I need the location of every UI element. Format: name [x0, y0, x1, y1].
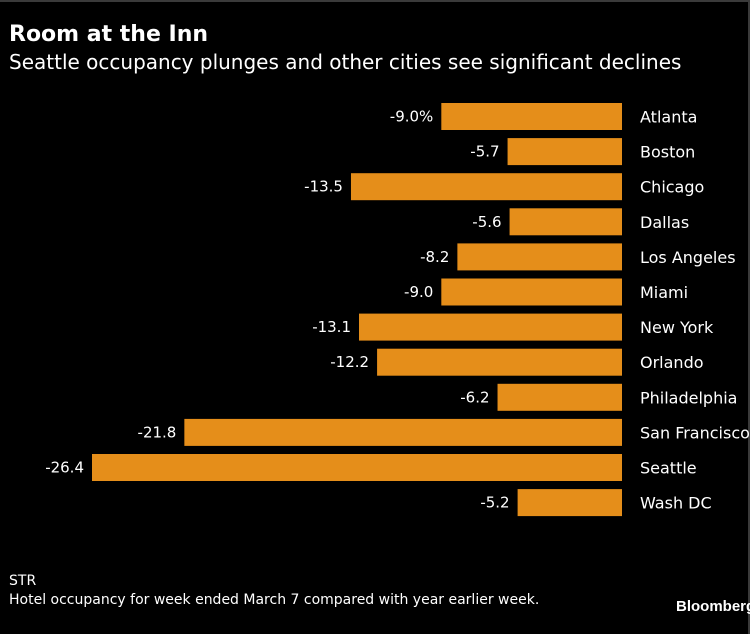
- bar-philadelphia: [497, 383, 622, 411]
- category-label: Wash DC: [640, 494, 712, 513]
- value-label: -9.0%: [390, 108, 434, 126]
- bar-san-francisco: [184, 418, 622, 446]
- category-label: Chicago: [640, 178, 704, 197]
- right-border: [748, 0, 750, 634]
- category-label: Atlanta: [640, 108, 697, 127]
- bar-los-angeles: [457, 243, 622, 271]
- bar-miami: [441, 278, 622, 306]
- bar-atlanta: [441, 103, 622, 130]
- category-label: Orlando: [640, 353, 704, 372]
- value-label: -13.5: [304, 178, 343, 196]
- bar-new-york: [359, 313, 622, 341]
- value-label: -26.4: [45, 459, 84, 477]
- value-label: -21.8: [138, 423, 177, 441]
- footnote: Hotel occupancy for week ended March 7 c…: [9, 592, 540, 608]
- bar-chicago: [350, 173, 622, 201]
- category-label: New York: [640, 318, 714, 337]
- chart-subtitle: Seattle occupancy plunges and other citi…: [9, 50, 682, 74]
- top-border: [0, 0, 750, 2]
- bar-orlando: [377, 348, 622, 376]
- bar-boston: [507, 138, 622, 166]
- category-label: Dallas: [640, 213, 689, 232]
- source-label: STR: [9, 573, 37, 589]
- value-label: -9.0: [404, 283, 433, 301]
- value-label: -12.2: [330, 353, 369, 371]
- bar-seattle: [92, 454, 622, 481]
- bar-wash-dc: [517, 489, 622, 517]
- chart-title: Room at the Inn: [9, 22, 209, 47]
- category-label: Seattle: [640, 459, 697, 478]
- value-label: -5.2: [480, 494, 509, 512]
- bloomberg-logo: Bloomberg: [676, 598, 750, 615]
- category-label: San Francisco: [640, 423, 750, 442]
- value-label: -8.2: [420, 248, 449, 266]
- bar-dallas: [509, 208, 622, 236]
- value-label: -5.7: [470, 143, 499, 161]
- value-label: -6.2: [460, 388, 489, 406]
- category-label: Boston: [640, 143, 695, 162]
- value-label: -13.1: [312, 318, 351, 336]
- category-label: Los Angeles: [640, 248, 736, 267]
- category-label: Miami: [640, 283, 688, 302]
- value-label: -5.6: [472, 213, 501, 231]
- category-label: Philadelphia: [640, 388, 737, 407]
